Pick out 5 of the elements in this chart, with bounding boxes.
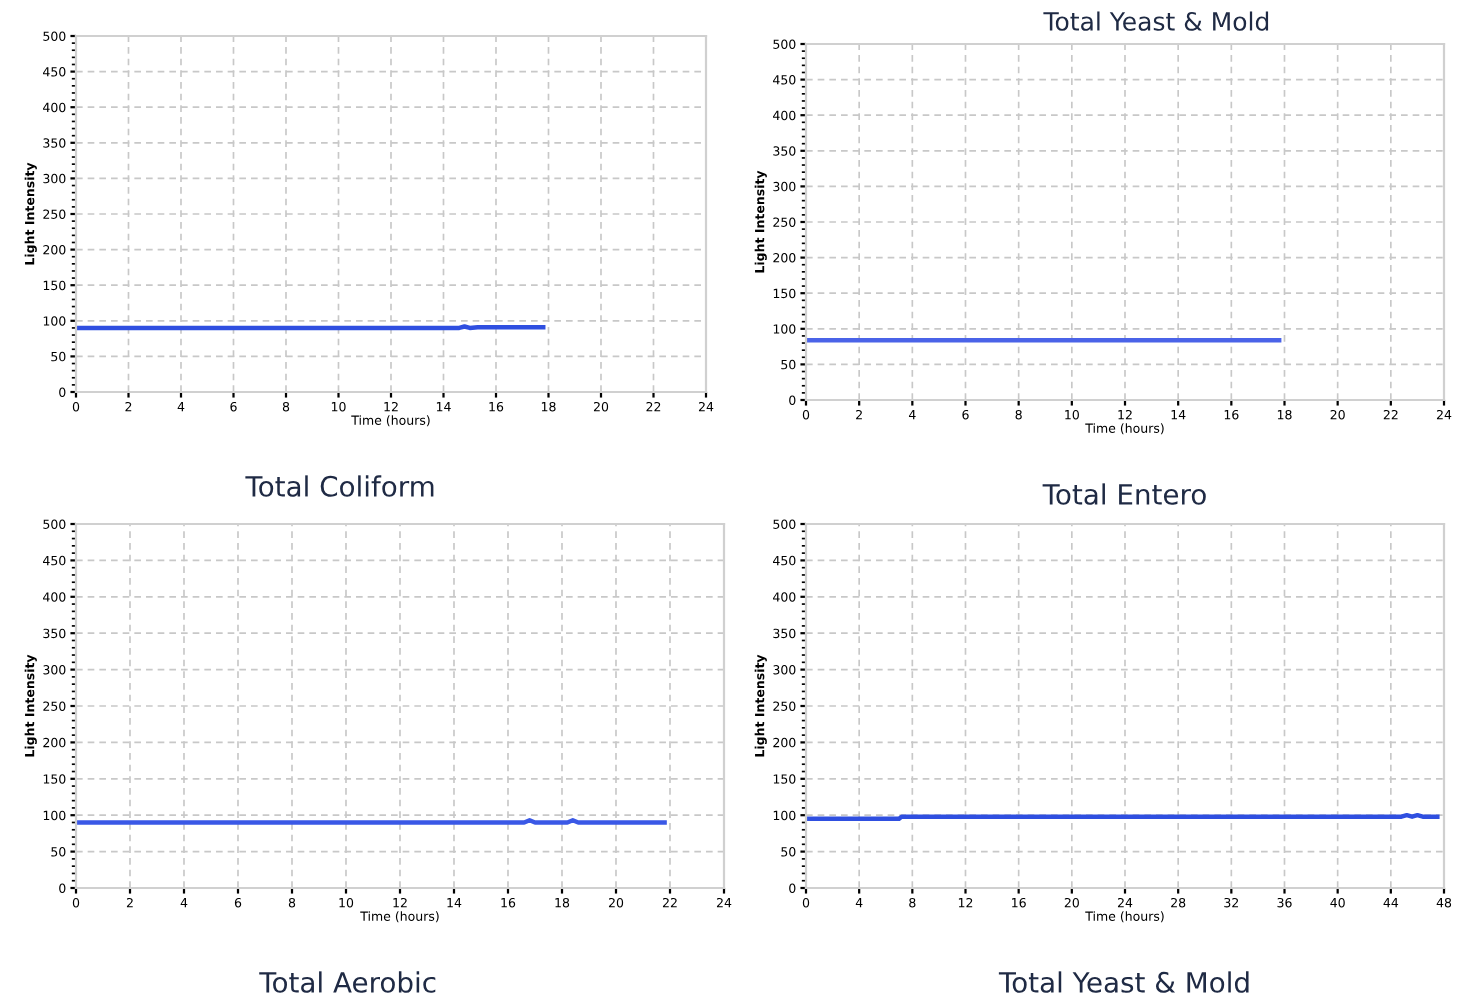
text: Total Yeast & Mold <box>998 971 1249 993</box>
text: Total Yeast & Mold <box>1043 11 1269 31</box>
text: Total Aerobic <box>259 971 436 993</box>
text: Total Coliform <box>245 475 434 497</box>
text: Total Entero <box>1042 483 1206 505</box>
